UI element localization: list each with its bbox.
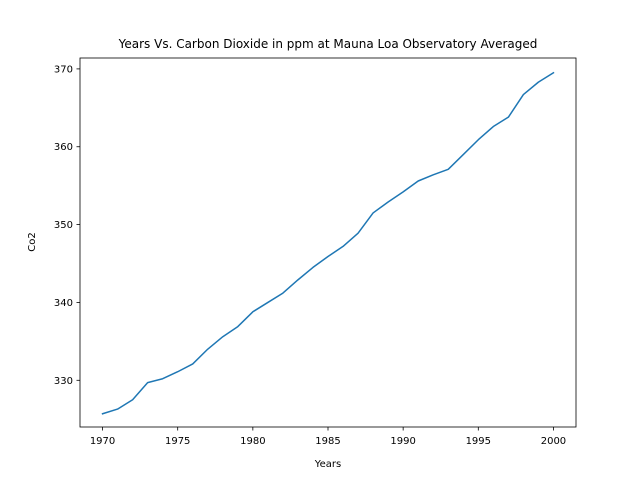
x-tick-label: 1985 [315,436,340,447]
x-axis-label: Years [314,459,341,470]
x-tick-label: 1995 [466,436,491,447]
y-tick-label: 340 [54,298,73,309]
y-axis: 330 340 350 360 370 [54,64,80,387]
plot-area [79,57,577,428]
y-tick-label: 330 [54,376,73,387]
y-axis-label: Co2 [27,232,38,251]
chart-title: Years Vs. Carbon Dioxide in ppm at Mauna… [118,37,538,51]
x-tick-label: 1980 [240,436,265,447]
plot-frame [79,57,577,428]
x-tick-label: 1970 [90,436,115,447]
x-tick-label: 1990 [390,436,415,447]
x-tick-label: 1975 [165,436,190,447]
x-axis: 1970 1975 1980 1985 1990 1995 2000 [90,427,566,447]
y-tick-label: 360 [54,142,73,153]
x-tick-label: 2000 [541,436,566,447]
y-tick-label: 370 [54,64,73,75]
y-tick-label: 350 [54,220,73,231]
series-line [101,71,555,415]
